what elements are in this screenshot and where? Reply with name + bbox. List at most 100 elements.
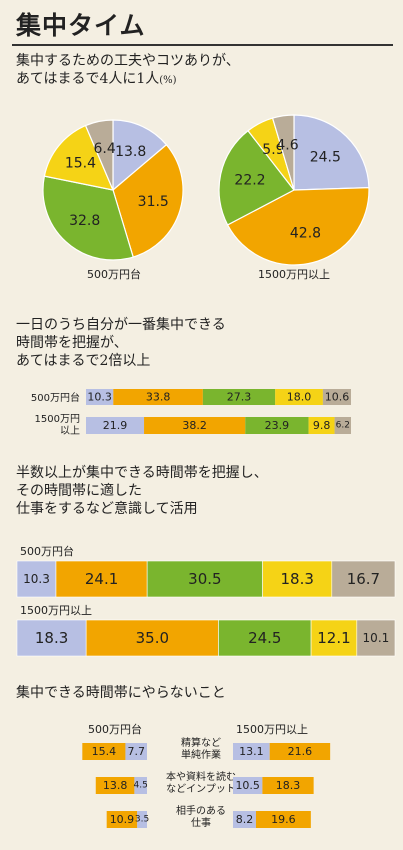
pie-label-500: 500万円台 [87, 268, 141, 281]
bar4-row-1-left-val-0: 13.8 [103, 779, 128, 792]
bar2-row-label-1500-line-2: 以上 [60, 426, 80, 437]
bar4-row-0-right-val-0: 13.1 [239, 745, 264, 758]
bar4-row-1-left-seg-0 [95, 777, 135, 794]
bar2-row-0-val-0: 10.3 [87, 391, 112, 404]
pie-1-label-1: 42.8 [290, 226, 321, 242]
bar3-row-0-val-4: 16.7 [347, 570, 380, 588]
pie-0-slice-4 [84, 119, 114, 191]
pie-1-label-3: 5.9 [262, 142, 284, 158]
bar3-row-0-val-0: 10.3 [23, 572, 50, 586]
bar2-row-1-val-0: 21.9 [103, 419, 128, 432]
pie-0-slice-1 [112, 143, 184, 258]
bar3-row-1-val-0: 18.3 [35, 629, 68, 647]
bar2-row-0-val-1: 33.8 [146, 391, 171, 404]
pie-0-label-2: 32.8 [69, 213, 100, 229]
bar4-row-1-right-val-0: 10.5 [235, 779, 260, 792]
bar3-row-1-seg-3 [310, 619, 358, 657]
bar4-row-label-2: 本や資料を読む などインプット [155, 772, 247, 796]
bar2-title-line-3: あてはまるで2倍以上 [16, 353, 151, 369]
bar3-row-0-seg-3 [262, 560, 333, 598]
pie-0-slice-0 [112, 119, 168, 192]
bar4-row-0-left-val-0: 15.4 [92, 745, 117, 758]
bar4-row-1-left-seg-1 [134, 777, 147, 794]
pie-0-label-0: 13.8 [115, 144, 146, 160]
bar2-row-0-seg-2 [202, 389, 276, 405]
bar3-row-1-seg-4 [356, 619, 396, 657]
bar4-section-title: 集中できる時間帯にやらないこと [16, 685, 226, 701]
bar2-row-1-val-2: 23.9 [265, 419, 290, 432]
bar4-row-2-right-val-1: 19.6 [271, 813, 296, 826]
bar4-row-label-2-line-1: 本や資料を読む [166, 772, 236, 783]
bar2-row-0-seg-0 [86, 389, 114, 405]
bar4-row-2-left-val-1: 3.5 [135, 815, 149, 825]
bar3-row-0-val-2: 30.5 [188, 570, 221, 588]
title-rule [12, 44, 393, 46]
bar4-row-2-right-val-0: 8.2 [236, 813, 254, 826]
bar3-row-0-val-3: 18.3 [280, 570, 313, 588]
bar4-row-label-3: 相手のある 仕事 [155, 806, 247, 830]
bar4-left-header: 500万円台 [88, 723, 142, 736]
pie-0-slice-2 [42, 175, 134, 261]
bar3-title-line-3: 仕事をするなど意識して活用 [16, 501, 198, 517]
bar2-row-1-seg-0 [86, 417, 145, 434]
bar4-row-label-1-line-2: 単純作業 [181, 750, 221, 761]
bar3-row-1-seg-1 [85, 619, 219, 657]
bar2-row-0-seg-1 [113, 389, 203, 405]
pie-title-line-2: あてはまるで4人に1人 [16, 71, 160, 87]
pie-unit: (%) [159, 75, 177, 86]
bar4-row-0-right-seg-1 [269, 743, 331, 760]
bar4-row-2-right-seg-1 [255, 811, 311, 828]
bar4-row-2-left-seg-1 [137, 811, 147, 828]
bar4-row-1-right-val-1: 18.3 [276, 779, 301, 792]
pie-0-label-4: 6.4 [93, 141, 115, 157]
pie-title-line-1: 集中するための工夫やコツありが、 [16, 53, 240, 69]
bar4-row-label-1-line-1: 精算など [181, 738, 221, 749]
bar2-row-label-1500-line-1: 1500万円 [34, 414, 80, 425]
bar3-row-1-seg-2 [218, 619, 312, 657]
pie-1-slice-2 [218, 129, 295, 226]
pie-1-slice-0 [293, 114, 370, 191]
bar4-row-0-right-val-1: 21.6 [288, 745, 313, 758]
bar2-row-0-val-4: 10.6 [325, 391, 350, 404]
pie-1-label-4: 4.6 [276, 137, 298, 153]
bar3-row-1-val-4: 10.1 [363, 631, 390, 645]
bar3-row-1-val-2: 24.5 [248, 629, 281, 647]
bar2-row-1-val-3: 9.8 [313, 419, 331, 432]
bar3-title-line-2: その時間帯に適した [16, 483, 142, 499]
bar2-section-title: 一日のうち自分が一番集中できる 時間帯を把握が、 あてはまるで2倍以上 [16, 316, 226, 370]
bar4-row-label-3-line-1: 相手のある [176, 806, 226, 817]
bar4-row-2-left-seg-0 [106, 811, 138, 828]
bar3-title-line-1: 半数以上が集中できる時間帯を把握し、 [16, 465, 268, 481]
bar2-row-0-val-2: 27.3 [227, 391, 252, 404]
bar4-row-0-left-seg-0 [82, 743, 126, 760]
bar4-row-0-right-seg-0 [233, 743, 270, 760]
bar2-title-line-2: 時間帯を把握が、 [16, 335, 128, 351]
bar3-row-0-seg-4 [331, 560, 396, 598]
pie-section-title: 集中するための工夫やコツありが、 あてはまるで4人に1人(%) [16, 52, 240, 90]
bar2-row-1-val-4: 6.2 [336, 421, 350, 431]
bar4-row-1-left-val-1: 4.5 [134, 781, 148, 791]
bar2-row-label-500: 500万円台 [30, 393, 80, 404]
bar4-row-label-1: 精算など 単純作業 [155, 738, 247, 762]
bar4-row-1-right-seg-1 [262, 777, 314, 794]
page-title: 集中タイム [16, 11, 146, 40]
bar4-row-0-left-seg-1 [125, 743, 147, 760]
pie-0-slice-3 [43, 124, 114, 191]
bar3-row-0-seg-0 [16, 560, 57, 598]
bar2-row-0-seg-3 [275, 389, 323, 405]
bar4-row-label-2-line-2: などインプット [166, 784, 236, 795]
pie-1-label-2: 22.2 [234, 172, 265, 188]
bar3-row-0-seg-2 [146, 560, 263, 598]
pie-label-1500: 1500万円以上 [258, 268, 330, 281]
pie-1-slice-4 [271, 114, 295, 191]
bar2-row-1-seg-3 [308, 417, 335, 434]
bar3-row-1-val-1: 35.0 [136, 629, 169, 647]
bar3-row-1-seg-0 [16, 619, 87, 657]
bar4-row-1-right-seg-0 [233, 777, 263, 794]
bar2-row-0-val-3: 18.0 [287, 391, 312, 404]
pie-1-label-0: 24.5 [310, 150, 341, 166]
bar4-row-0-left-val-1: 7.7 [127, 745, 145, 758]
bar2-row-0-seg-4 [322, 389, 351, 405]
bar2-row-1-seg-4 [334, 417, 351, 434]
